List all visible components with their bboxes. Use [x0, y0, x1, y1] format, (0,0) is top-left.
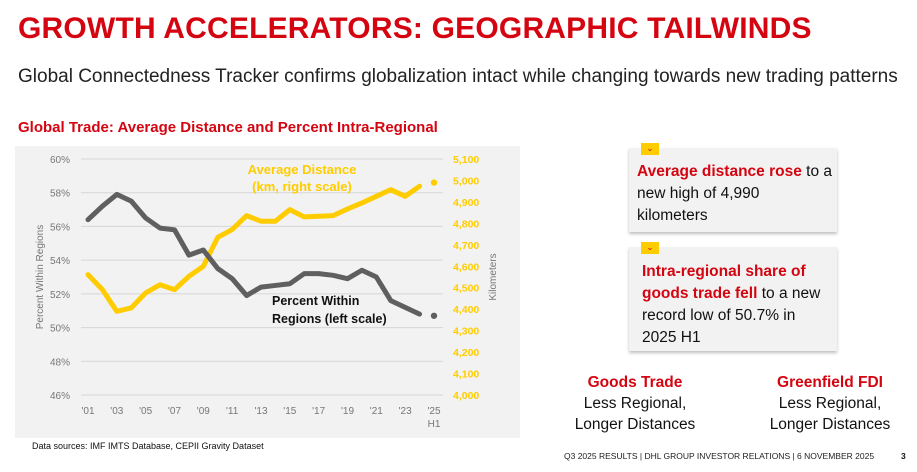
left-tick-label: 52%	[50, 290, 70, 301]
left-tick-label: 54%	[50, 256, 70, 267]
x-tick-label: '23	[399, 406, 412, 417]
last-point-dot	[430, 312, 438, 319]
series-line-average-distance	[85, 183, 423, 314]
left-tick-label: 58%	[50, 189, 70, 200]
series-line-percent-within-regions	[85, 191, 423, 317]
left-tick-label: 50%	[50, 324, 70, 335]
footer-text: Q3 2025 RESULTS | DHL GROUP INVESTOR REL…	[564, 451, 875, 461]
x-tick-label: '01	[81, 406, 94, 417]
series-label: Percent Within	[272, 294, 359, 308]
left-tick-label: 60%	[50, 155, 70, 166]
right-tick-label: 4,700	[453, 240, 479, 252]
right-tick-label: 5,100	[453, 154, 479, 166]
x-tick-label: '07	[168, 406, 181, 417]
right-tick-label: 4,200	[453, 347, 479, 359]
insight-card-distance: ⌄ Average distance rose to a new high of…	[629, 143, 837, 232]
page-number: 3	[901, 451, 906, 461]
right-tick-label: 4,800	[453, 218, 479, 230]
right-tick-label: 4,000	[453, 390, 479, 402]
x-tick-label: '19	[341, 406, 354, 417]
left-tick-label: 46%	[50, 391, 70, 402]
right-tick-label: 4,500	[453, 283, 479, 295]
series-label: Average Distance	[248, 162, 357, 177]
x-tick-label: '17	[312, 406, 325, 417]
column-line: Less Regional,	[778, 395, 882, 412]
chart-title: Global Trade: Average Distance and Perce…	[18, 119, 438, 136]
column-line: Less Regional,	[583, 395, 687, 412]
column-line: Longer Distances	[769, 416, 891, 433]
right-tick-label: 4,400	[453, 304, 479, 316]
x-tick-label: '21	[370, 406, 383, 417]
left-tick-label: 56%	[50, 222, 70, 233]
right-tick-label: 4,100	[453, 369, 479, 381]
goods-trade-summary: Goods Trade Less Regional, Longer Distan…	[550, 372, 720, 435]
card-text: to a new high of 4,990 kilometers	[637, 163, 833, 224]
x-tick-label: '05	[139, 406, 152, 417]
chevron-down-icon: ⌄	[641, 242, 659, 254]
left-tick-label: 48%	[50, 357, 70, 368]
page-title: GROWTH ACCELERATORS: GEOGRAPHIC TAILWIND…	[18, 12, 812, 45]
page-subtitle: Global Connectedness Tracker confirms gl…	[18, 66, 898, 87]
x-tick-label: '11	[226, 406, 239, 417]
x-tick-sublabel: H1	[428, 419, 441, 430]
chart-panel: 46% 48% 50% 52% 54% 56% 58% 60% 4,000 4,100 4,200 4…	[15, 146, 520, 438]
right-tick-label: 4,600	[453, 261, 479, 273]
column-line: Longer Distances	[574, 416, 696, 433]
x-tick-label: '13	[254, 406, 267, 417]
right-tick-label: 5,000	[453, 175, 479, 187]
greenfield-fdi-summary: Greenfield FDI Less Regional, Longer Dis…	[745, 372, 915, 435]
x-tick-label: '09	[197, 406, 210, 417]
insight-card-intraregional: ⌄ Intra-regional share of goods trade fe…	[629, 242, 837, 351]
right-axis-label: Kilometers	[488, 253, 499, 300]
x-tick-label: '15	[283, 406, 296, 417]
column-heading: Greenfield FDI	[777, 374, 883, 391]
line-chart: 46% 48% 50% 52% 54% 56% 58% 60% 4,000 4,100 4,200 4…	[35, 154, 499, 430]
data-source: Data sources: IMF IMTS Database, CEPII G…	[32, 441, 264, 451]
right-tick-label: 4,300	[453, 326, 479, 338]
x-tick-label: '03	[110, 406, 123, 417]
card-highlight: Average distance rose	[637, 163, 802, 180]
card-highlight: Intra-regional share of goods trade fell	[642, 263, 806, 302]
card-text: to a new record low of 50.7% in 2025 H1	[642, 285, 821, 346]
series-label: (km, right scale)	[252, 179, 352, 194]
last-point-dot	[430, 179, 438, 186]
left-axis-label: Percent Within Regions	[35, 225, 46, 330]
column-heading: Goods Trade	[587, 374, 683, 391]
series-label: Regions (left scale)	[272, 312, 387, 326]
right-tick-label: 4,900	[453, 197, 479, 209]
x-tick-label: '25	[427, 406, 440, 417]
chevron-down-icon: ⌄	[641, 143, 659, 155]
